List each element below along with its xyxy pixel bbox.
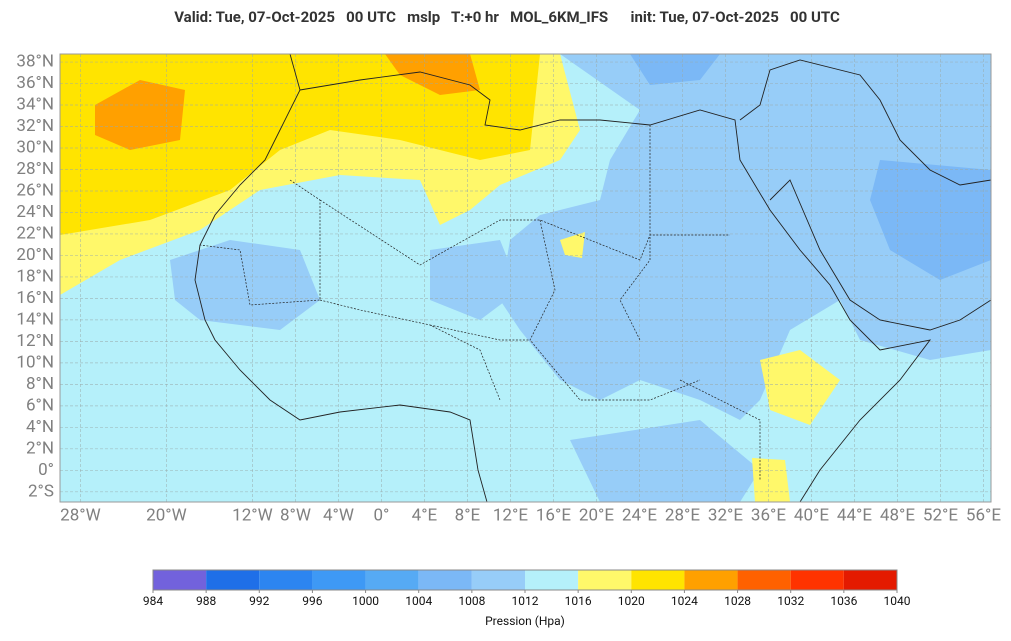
lat-label: 14°N	[16, 309, 54, 329]
lon-label: 8°W	[280, 505, 311, 525]
lat-label: 2°N	[26, 438, 54, 458]
colorbar-tick-label: 1024	[671, 594, 698, 608]
lon-label: 52°E	[923, 505, 958, 525]
colorbar: 984 988 992 996 1000 1004 1008 1012 1016 1020 1024…	[143, 569, 911, 608]
colorbar-segment	[365, 570, 419, 590]
lon-label: 20°E	[579, 505, 614, 525]
colorbar-segment	[206, 570, 260, 590]
coastline	[194, 54, 488, 502]
map-frame	[59, 53, 992, 503]
border	[199, 125, 761, 480]
colorbar-tick-label: 1016	[565, 594, 592, 608]
colorbar-segment	[790, 570, 844, 590]
field-1008	[500, 54, 991, 420]
field-1008	[170, 240, 320, 330]
lon-label: 28°W	[60, 505, 101, 525]
colorbar-segment	[418, 570, 472, 590]
lat-label: 34°N	[16, 95, 54, 115]
lat-label: 26°N	[16, 180, 54, 200]
lon-label: 20°W	[146, 505, 187, 525]
colorbar-tick-label: 1040	[884, 594, 911, 608]
lon-label: 32°E	[708, 505, 743, 525]
colorbar-tick-label: 992	[249, 594, 269, 608]
lat-label: 12°N	[16, 331, 54, 351]
colorbar-tick-label: 1008	[458, 594, 485, 608]
lat-label: 2°S	[28, 481, 54, 501]
field-1016	[752, 458, 790, 502]
colorbar-segment	[153, 570, 207, 590]
coastline	[299, 71, 932, 502]
colorbar-tick-label: 1028	[724, 594, 751, 608]
colorbar-segment	[259, 570, 313, 590]
colorbar-segment	[525, 570, 579, 590]
lat-label: 28°N	[16, 159, 54, 179]
lon-label: 12°W	[232, 505, 273, 525]
colorbar-segment	[843, 570, 897, 590]
colorbar-segment	[737, 570, 791, 590]
lon-label: 16°E	[536, 505, 571, 525]
lon-label: 40°E	[794, 505, 829, 525]
lat-label: 0°	[38, 460, 54, 480]
title: Valid: Tue, 07-Oct-2025 00 UTC mslp T:+0…	[174, 8, 840, 26]
colorbar-tick-label: 996	[302, 594, 322, 608]
lon-label: 8°E	[455, 505, 481, 525]
lat-label: 32°N	[16, 116, 54, 136]
lat-label: 20°N	[16, 245, 54, 265]
colorbar-segment	[684, 570, 738, 590]
field-1016	[760, 350, 840, 425]
lat-label: 10°N	[16, 352, 54, 372]
lon-label: 12°E	[493, 505, 528, 525]
field-1016	[560, 232, 585, 258]
field-1024	[385, 54, 480, 95]
lon-label: 44°E	[837, 505, 872, 525]
field-1008	[430, 240, 520, 320]
colorbar-tick-label: 988	[196, 594, 216, 608]
colorbar-tick-label: 1012	[512, 594, 539, 608]
axis-labels: 28°W 20°W 12°W 8°W 4°W 0° 4°E 8°E 12°E 16°E 20°E 24…	[16, 52, 1001, 526]
colorbar-label: Pression (Hpa)	[485, 614, 565, 628]
field-1024	[95, 80, 185, 150]
colorbar-tick-label: 1000	[352, 594, 379, 608]
lon-label: 4°E	[412, 505, 438, 525]
lon-label: 0°	[373, 505, 389, 525]
lon-label: 48°E	[880, 505, 915, 525]
lon-label: 36°E	[751, 505, 786, 525]
colorbar-tick-label: 1020	[618, 594, 645, 608]
field-1008	[570, 420, 760, 502]
lon-label: 4°W	[323, 505, 354, 525]
graticule	[60, 54, 991, 502]
colorbar-tick-label: 984	[143, 594, 163, 608]
lat-label: 22°N	[16, 223, 54, 243]
colorbar-tick-label: 1004	[405, 594, 432, 608]
lat-label: 30°N	[16, 137, 54, 157]
map-field	[60, 54, 991, 502]
colorbar-segment	[312, 570, 366, 590]
colorbar-tick-label: 1036	[830, 594, 857, 608]
colorbar-segment	[471, 570, 525, 590]
colorbar-segment	[578, 570, 632, 590]
colorbar-tick-label: 1032	[777, 594, 804, 608]
lon-label: 28°E	[665, 505, 700, 525]
colorbar-segment	[631, 570, 685, 590]
lat-label: 4°N	[26, 417, 54, 437]
lat-label: 24°N	[16, 202, 54, 222]
lat-label: 8°N	[26, 374, 54, 394]
lat-label: 18°N	[16, 266, 54, 286]
field-1004	[870, 160, 991, 280]
lon-label: 56°E	[966, 505, 1001, 525]
lat-label: 36°N	[16, 73, 54, 93]
coastline	[739, 59, 991, 331]
lon-label: 24°E	[622, 505, 657, 525]
lat-label: 38°N	[16, 52, 54, 72]
lat-label: 16°N	[16, 288, 54, 308]
lat-label: 6°N	[26, 395, 54, 415]
